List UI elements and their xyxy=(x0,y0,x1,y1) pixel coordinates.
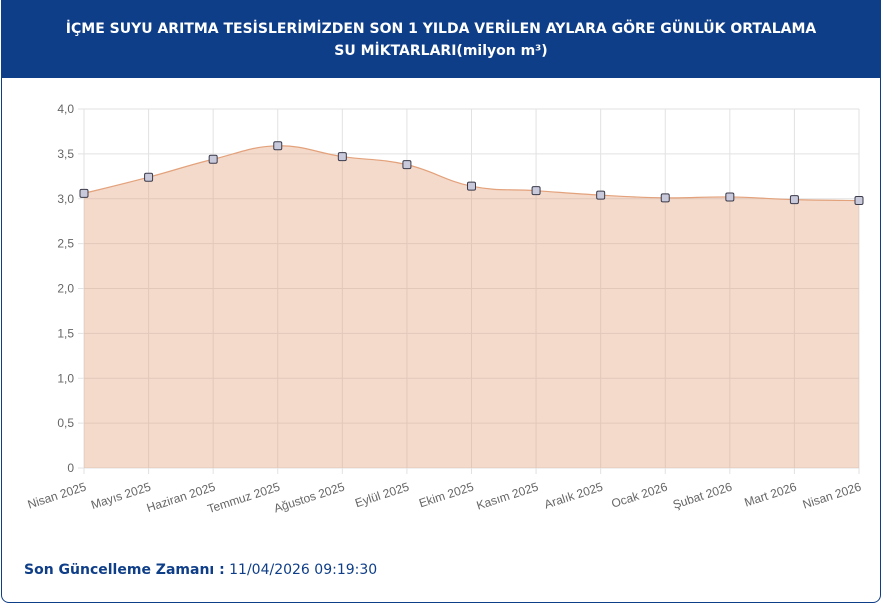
x-tick-label: Ağustos 2025 xyxy=(272,479,346,515)
point xyxy=(79,188,89,198)
y-tick-label: 3,5 xyxy=(57,147,74,161)
point xyxy=(660,193,670,203)
footer: Son Güncelleme Zamanı : 11/04/2026 09:19… xyxy=(24,562,377,578)
x-tick-label: Nisan 2025 xyxy=(26,479,88,511)
y-tick-label: 2,5 xyxy=(57,237,74,251)
point xyxy=(467,181,476,191)
point xyxy=(596,190,606,200)
y-tick-label: 0,5 xyxy=(57,416,74,430)
area xyxy=(84,145,859,468)
y-tick-label: 1,0 xyxy=(57,371,74,385)
point xyxy=(789,195,799,205)
x-tick-label: Ocak 2026 xyxy=(610,479,670,510)
chart-title: İÇME SUYU ARITMA TESİSLERİMİZDEN SON 1 Y… xyxy=(65,20,817,59)
x-tick-label: Şubat 2026 xyxy=(671,479,734,511)
y-tick-label: 2,0 xyxy=(57,282,74,296)
footer-label: Son Güncelleme Zamanı : xyxy=(24,562,225,578)
point xyxy=(854,196,864,206)
x-tick-label: Temmuz 2025 xyxy=(206,479,282,516)
point xyxy=(402,160,412,170)
y-tick-label: 1,5 xyxy=(57,326,74,340)
y-tick-label: 0 xyxy=(67,461,74,475)
y-tick-label: 4,0 xyxy=(57,102,74,116)
point xyxy=(725,192,735,202)
x-tick-label: Nisan 2026 xyxy=(801,479,863,511)
x-tick-label: Mayıs 2025 xyxy=(89,479,153,512)
point xyxy=(273,141,283,151)
header: İÇME SUYU ARITMA TESİSLERİMİZDEN SON 1 Y… xyxy=(2,1,880,78)
point xyxy=(208,154,218,164)
point xyxy=(531,186,541,196)
x-tick-label: Haziran 2025 xyxy=(145,479,218,514)
x-tick-label: Mart 2026 xyxy=(743,479,799,509)
point xyxy=(144,172,154,182)
footer-value: 11/04/2026 09:19:30 xyxy=(229,562,378,578)
point xyxy=(337,152,347,162)
x-tick-label: Ekim 2025 xyxy=(417,479,476,510)
x-tick-label: Aralık 2025 xyxy=(543,479,605,511)
x-tick-label: Kasım 2025 xyxy=(475,479,541,512)
y-tick-label: 3,0 xyxy=(57,192,74,206)
x-tick-label: Eylül 2025 xyxy=(353,479,411,510)
